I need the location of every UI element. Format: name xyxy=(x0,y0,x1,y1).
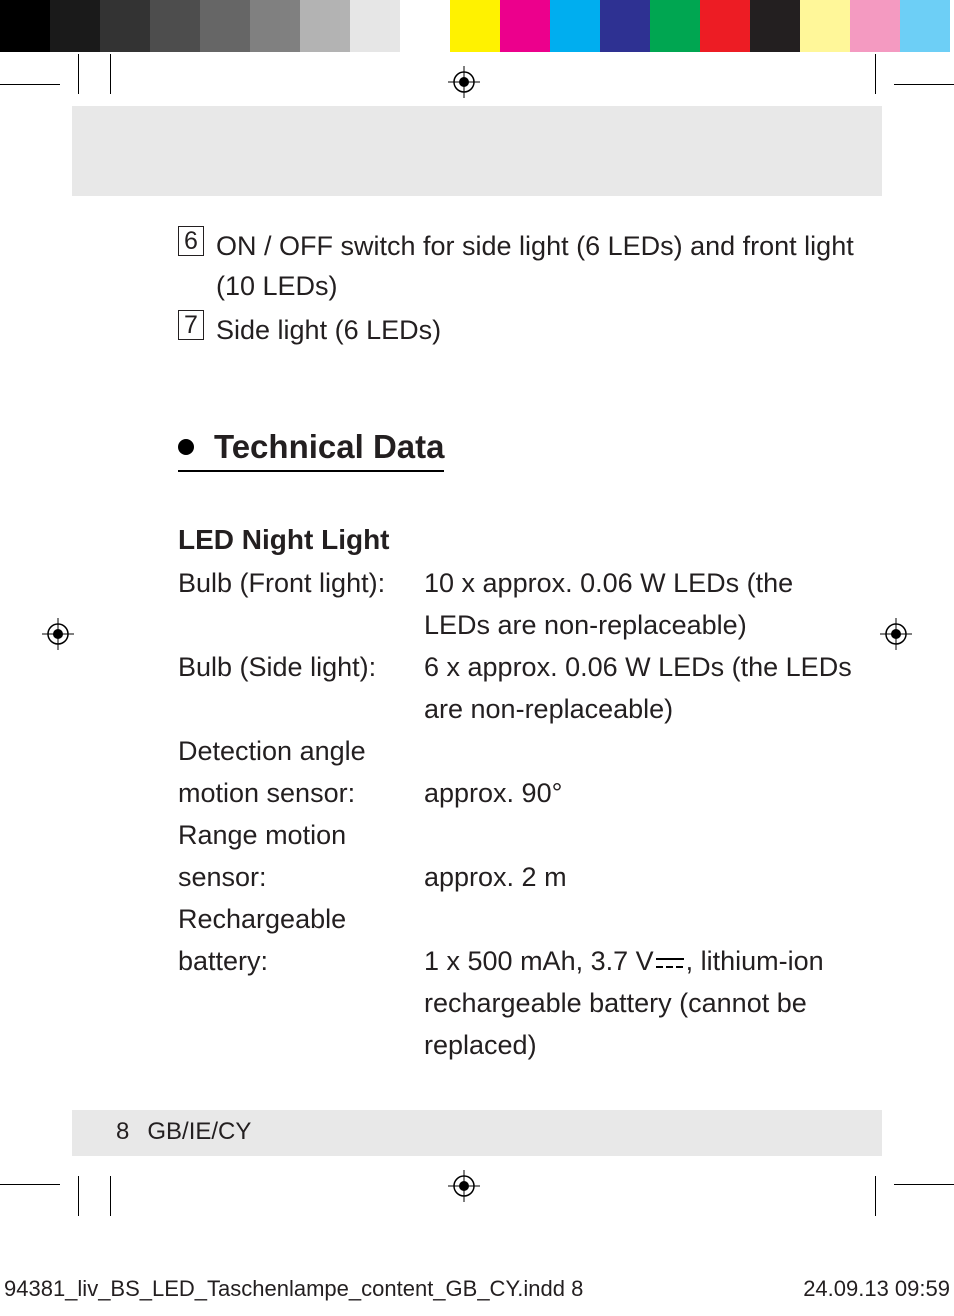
spec-label: Bulb (Front light): xyxy=(178,562,424,646)
color-swatch xyxy=(0,0,50,52)
spec-table: Bulb (Front light): 10 x approx. 0.06 W … xyxy=(178,562,858,1066)
color-swatch xyxy=(850,0,900,52)
color-swatch xyxy=(750,0,800,52)
table-row: Rechargeable battery: 1 x 500 mAh, 3.7 V… xyxy=(178,898,858,1066)
spec-label: Detection angle motion sensor: xyxy=(178,730,424,814)
region-code: GB/IE/CY xyxy=(147,1118,251,1146)
table-row: Detection angle motion sensor: approx. 9… xyxy=(178,730,858,814)
crop-mark xyxy=(875,1176,876,1216)
crop-mark xyxy=(894,1184,954,1185)
color-swatch xyxy=(300,0,350,52)
crop-mark xyxy=(78,54,79,94)
color-swatch xyxy=(700,0,750,52)
item-number-box: 7 xyxy=(178,310,204,340)
color-swatch xyxy=(400,0,450,52)
registration-mark-icon xyxy=(448,66,480,98)
section-title: Technical Data xyxy=(214,428,444,466)
crop-mark xyxy=(110,1176,111,1216)
crop-mark xyxy=(78,1176,79,1216)
color-swatch xyxy=(900,0,950,52)
color-swatch xyxy=(500,0,550,52)
table-row: Range motion sensor: approx. 2 m xyxy=(178,814,858,898)
color-calibration-bar xyxy=(0,0,954,52)
crop-mark xyxy=(875,54,876,94)
page-footer: 8 GB/IE/CY xyxy=(116,1118,251,1146)
item-number-box: 6 xyxy=(178,226,204,256)
item-text: Side light (6 LEDs) xyxy=(216,310,441,350)
spec-value: 6 x approx. 0.06 W LEDs (the LEDs are no… xyxy=(424,646,858,730)
registration-mark-icon xyxy=(42,618,74,650)
spec-value: approx. 2 m xyxy=(424,814,858,898)
color-swatch xyxy=(150,0,200,52)
spec-label: Bulb (Side light): xyxy=(178,646,424,730)
spec-value: 10 x approx. 0.06 W LEDs (the LEDs are n… xyxy=(424,562,858,646)
dc-symbol-icon xyxy=(656,956,684,970)
page-number: 8 xyxy=(116,1118,129,1146)
color-swatch xyxy=(100,0,150,52)
crop-mark xyxy=(110,54,111,94)
color-swatch xyxy=(200,0,250,52)
imprint-line: 94381_liv_BS_LED_Taschenlampe_content_GB… xyxy=(0,1276,954,1302)
imprint-file: 94381_liv_BS_LED_Taschenlampe_content_GB… xyxy=(4,1276,583,1302)
bullet-icon xyxy=(178,439,194,455)
crop-mark xyxy=(0,1184,60,1185)
spec-value-text: 1 x 500 mAh, 3.7 V xyxy=(424,946,654,976)
section-heading: Technical Data xyxy=(178,428,444,472)
color-swatch xyxy=(550,0,600,52)
subheading: LED Night Light xyxy=(178,524,858,556)
registration-mark-icon xyxy=(880,618,912,650)
color-swatch xyxy=(800,0,850,52)
crop-mark xyxy=(0,84,60,85)
imprint-date: 24.09.13 09:59 xyxy=(803,1276,950,1302)
color-swatch xyxy=(650,0,700,52)
crop-mark xyxy=(894,84,954,85)
list-item: 7 Side light (6 LEDs) xyxy=(178,310,858,350)
item-text: ON / OFF switch for side light (6 LEDs) … xyxy=(216,226,858,306)
registration-mark-icon xyxy=(448,1170,480,1202)
color-swatch xyxy=(50,0,100,52)
spec-label: Range motion sensor: xyxy=(178,814,424,898)
list-item: 6 ON / OFF switch for side light (6 LEDs… xyxy=(178,226,858,306)
spec-label: Rechargeable battery: xyxy=(178,898,424,1066)
color-swatch xyxy=(600,0,650,52)
spec-value: approx. 90° xyxy=(424,730,858,814)
header-band xyxy=(72,106,882,196)
table-row: Bulb (Side light): 6 x approx. 0.06 W LE… xyxy=(178,646,858,730)
color-swatch xyxy=(450,0,500,52)
color-swatch xyxy=(250,0,300,52)
color-swatch xyxy=(350,0,400,52)
table-row: Bulb (Front light): 10 x approx. 0.06 W … xyxy=(178,562,858,646)
spec-value: 1 x 500 mAh, 3.7 V, lithium-ion recharge… xyxy=(424,898,858,1066)
page-content: 6 ON / OFF switch for side light (6 LEDs… xyxy=(178,226,858,1066)
